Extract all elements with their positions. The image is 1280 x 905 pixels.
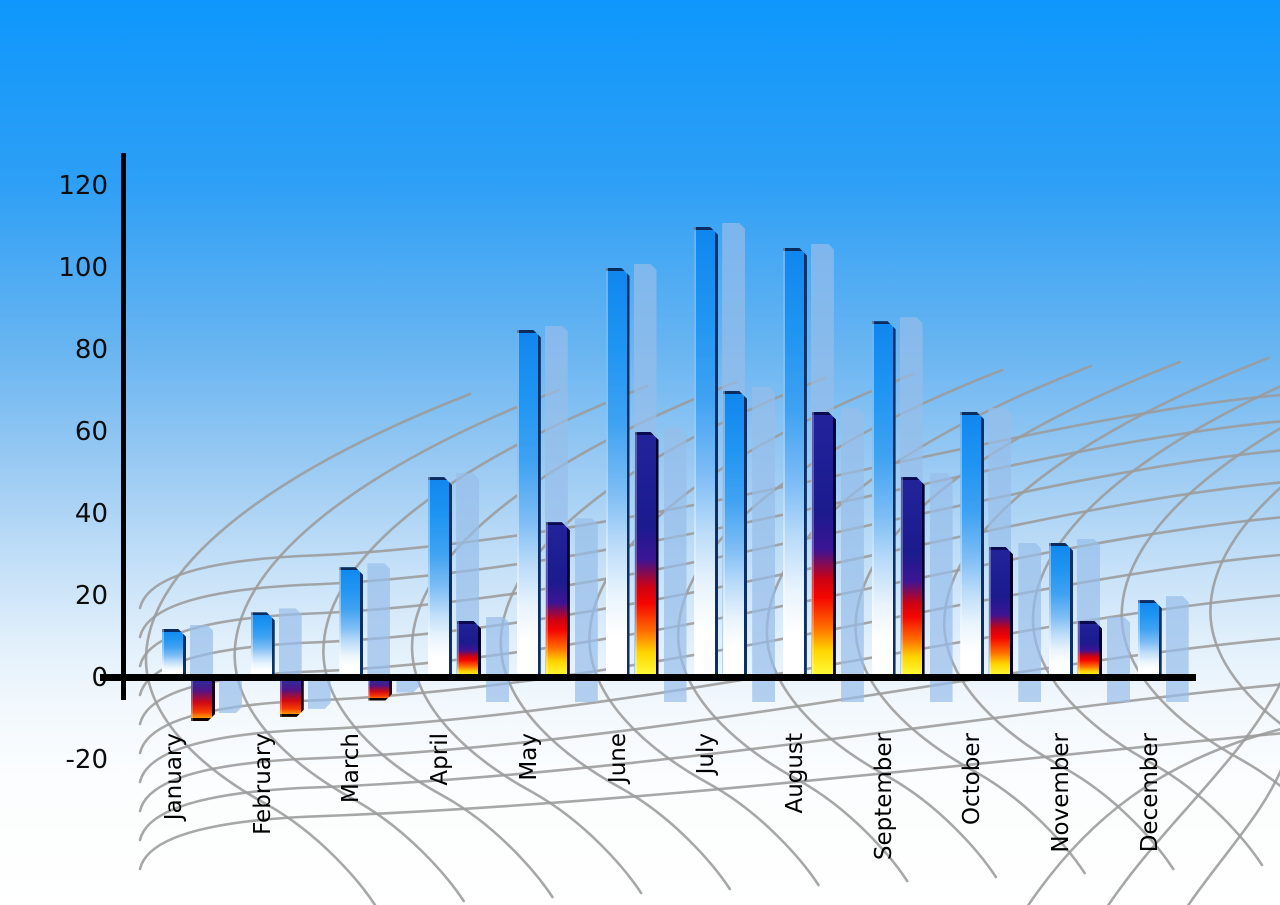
bar-march-secondary (368, 680, 392, 701)
bar-february-primary (251, 612, 275, 677)
x-axis-label-october: October (959, 733, 986, 826)
y-axis-tick-label-100: 100 (58, 253, 108, 283)
bar-march-secondary-shadow (396, 680, 419, 693)
bar-july-secondary (723, 391, 747, 677)
bar-august-secondary (812, 412, 836, 678)
bar-november-primary (1049, 543, 1073, 677)
x-axis-label-august: August (781, 733, 808, 814)
bar-february-secondary-shadow (308, 680, 331, 709)
x-axis-label-november: November (1048, 733, 1074, 853)
bar-january-secondary-shadow (219, 680, 242, 713)
bar-august-secondary-shadow (841, 408, 864, 703)
y-axis-tick-label-40: 40 (74, 499, 108, 529)
bar-december-primary-shadow (1166, 596, 1189, 702)
bar-april-secondary (457, 621, 481, 677)
x-axis-line (100, 674, 1196, 681)
grid-line (138, 594, 1280, 784)
y-axis-tick-label-80: 80 (74, 335, 108, 365)
bar-october-secondary-shadow (1018, 543, 1041, 702)
bar-may-secondary (546, 522, 570, 677)
bar-march-primary-shadow (367, 563, 390, 677)
bar-october-primary (960, 412, 984, 678)
y-axis-line (121, 153, 126, 700)
y-axis-tick-label--20: -20 (65, 745, 108, 775)
bar-september-secondary (901, 477, 925, 677)
bar-december-primary (1138, 600, 1162, 677)
x-axis-label-february: February (249, 733, 276, 835)
x-axis-label-june: June (604, 733, 631, 784)
bar-october-secondary (989, 547, 1013, 677)
bar-may-primary (517, 330, 541, 678)
bar-january-primary-shadow (190, 625, 213, 677)
x-axis-label-january: January (161, 733, 187, 821)
grid-line (1106, 681, 1280, 905)
bar-february-secondary (280, 680, 304, 717)
grid-line (138, 732, 1280, 871)
bar-november-secondary-shadow (1107, 617, 1130, 702)
x-axis-label-march: March (338, 733, 365, 804)
grid-line (1026, 728, 1280, 905)
bar-november-secondary (1078, 621, 1102, 677)
bar-september-primary (872, 321, 896, 677)
x-axis-label-september: September (870, 733, 897, 861)
y-axis-tick-label-0: 0 (34, 661, 108, 695)
bar-february-primary-shadow (279, 608, 302, 677)
bar-july-primary (694, 227, 718, 677)
bar-june-secondary (635, 432, 659, 677)
x-axis-label-april: April (427, 733, 454, 786)
x-axis-label-july: July (693, 733, 720, 775)
bar-january-primary (162, 629, 186, 677)
y-axis-tick-label-60: 60 (74, 417, 108, 447)
bar-june-secondary-shadow (664, 428, 687, 702)
grid-line (1209, 486, 1280, 725)
bar-july-secondary-shadow (752, 387, 775, 702)
bar-april-secondary-shadow (486, 617, 509, 702)
bar-march-primary (339, 567, 363, 677)
grid-line (144, 392, 472, 905)
bar-april-primary (428, 477, 452, 677)
bar-august-primary (783, 248, 807, 678)
x-axis-label-december: December (1136, 733, 1163, 853)
bar-january-secondary (191, 680, 215, 721)
y-axis-tick-label-20: 20 (74, 581, 108, 611)
bar-may-secondary-shadow (575, 518, 598, 702)
grid-line (138, 637, 1280, 813)
bar-september-secondary-shadow (930, 473, 953, 702)
y-axis-tick-label-120: 120 (58, 171, 108, 201)
x-axis-label-may: May (515, 733, 542, 781)
bar-june-primary (606, 268, 630, 677)
grid-line (1186, 768, 1280, 905)
